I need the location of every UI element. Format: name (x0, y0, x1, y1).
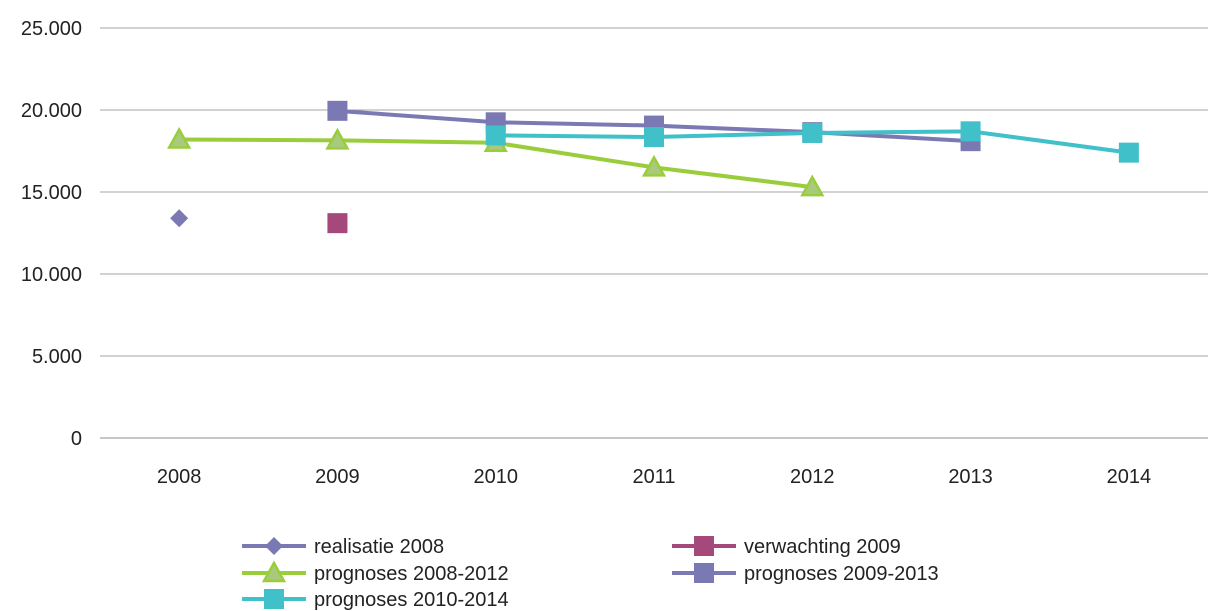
legend-item: verwachting 2009 (672, 536, 901, 558)
y-tick-label: 20.000 (21, 100, 82, 122)
y-tick-label: 25.000 (21, 18, 82, 40)
legend-swatch-marker (694, 563, 714, 583)
data-point (485, 125, 506, 146)
legend-label: prognoses 2010-2014 (314, 589, 509, 611)
x-tick-label: 2008 (157, 466, 202, 488)
x-tick-label: 2013 (948, 466, 993, 488)
x-tick-label: 2012 (790, 466, 835, 488)
data-point (167, 126, 192, 149)
y-tick-label: 0 (71, 428, 82, 450)
data-point (325, 127, 350, 150)
legend-item: realisatie 2008 (242, 536, 444, 558)
series-group (327, 213, 348, 234)
legend-label: verwachting 2009 (744, 536, 901, 558)
data-point (1118, 142, 1139, 163)
series-group (485, 121, 1139, 163)
data-point (641, 154, 667, 177)
legend-swatch-marker (694, 536, 714, 556)
legend-label: realisatie 2008 (314, 536, 444, 558)
x-tick-label: 2009 (315, 466, 360, 488)
data-point (327, 100, 348, 121)
legend-label: prognoses 2009-2013 (744, 563, 939, 585)
data-point (960, 121, 981, 142)
data-point (170, 209, 189, 228)
legend: realisatie 2008 verwachting 2009 prognoses… (242, 536, 939, 611)
x-tick-label: 2014 (1107, 466, 1152, 488)
y-tick-label: 5.000 (32, 346, 82, 368)
y-tick-label: 15.000 (21, 182, 82, 204)
data-point (802, 122, 823, 143)
data-point (327, 213, 348, 234)
x-tick-label: 2011 (632, 466, 675, 488)
y-tick-label: 10.000 (21, 264, 82, 286)
legend-label: prognoses 2008-2012 (314, 563, 509, 585)
x-tick-label: 2010 (473, 466, 518, 488)
legend-item: prognoses 2010-2014 (242, 589, 509, 611)
legend-swatch-marker (261, 560, 287, 583)
axes: 0 5.000 10.000 15.000 20.000 25.000 2008 2009 20… (21, 18, 1151, 488)
legend-swatch-marker (265, 537, 283, 555)
data-point (800, 174, 825, 197)
legend-item: prognoses 2009-2013 (672, 563, 939, 585)
legend-item: prognoses 2008-2012 (242, 560, 509, 585)
gridlines (100, 27, 1208, 439)
data-point (644, 127, 664, 148)
series (167, 100, 1139, 234)
legend-swatch-marker (264, 589, 284, 609)
series-group (170, 209, 189, 228)
